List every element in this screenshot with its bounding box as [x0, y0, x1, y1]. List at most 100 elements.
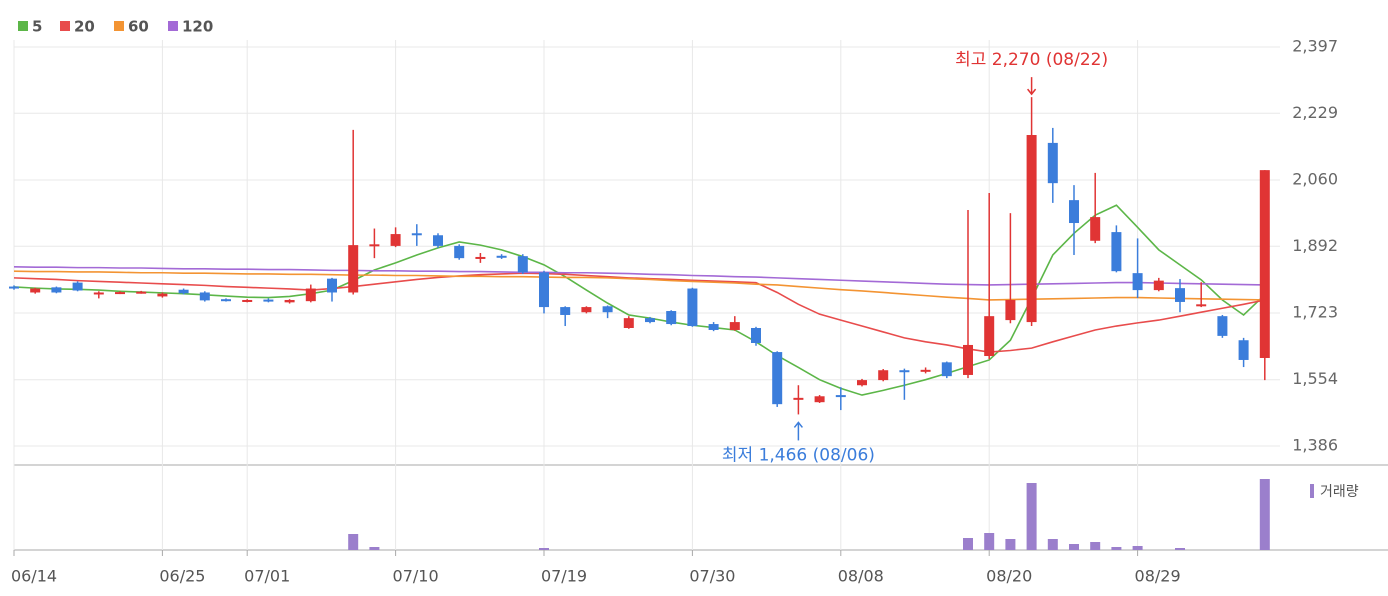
volume-bar — [984, 533, 995, 550]
candle-body — [51, 287, 62, 293]
legend-swatch — [60, 21, 70, 31]
candle-body — [581, 307, 592, 313]
candle-body — [496, 255, 507, 258]
candle-body — [984, 316, 995, 357]
candle-body — [72, 282, 83, 291]
y-tick-label: 2,397 — [1292, 37, 1338, 56]
candle-body — [1047, 142, 1058, 184]
candle-body — [1005, 299, 1016, 321]
legend-label: 20 — [74, 18, 95, 36]
x-tick-label: 06/25 — [159, 567, 205, 586]
annotation-label: 최저 1,466 (08/06) — [722, 445, 875, 465]
volume-bar — [1047, 539, 1058, 550]
ma-line — [13, 270, 1265, 301]
annotation-label: 최고 2,270 (08/22) — [955, 50, 1108, 70]
candle-body — [963, 344, 973, 375]
volume-bar — [1259, 479, 1270, 550]
candle-body — [1153, 280, 1164, 291]
candle-body — [1111, 232, 1122, 272]
candle-body — [1069, 200, 1079, 224]
volume-bar — [1026, 483, 1037, 550]
candle-body — [157, 293, 168, 297]
candle-body — [199, 292, 210, 301]
candle-body — [1090, 217, 1101, 241]
candle-body — [623, 318, 634, 328]
x-tick-label: 06/14 — [11, 567, 57, 586]
x-tick-label: 07/30 — [689, 567, 735, 586]
candle-body — [941, 362, 952, 377]
candle-body — [899, 370, 910, 373]
volume-bar — [369, 547, 380, 550]
volume-legend-label: 거래량 — [1320, 484, 1359, 500]
candle-body — [878, 370, 889, 381]
candle-body — [751, 327, 761, 343]
y-tick-label: 1,723 — [1292, 303, 1338, 322]
volume-bar — [348, 534, 359, 550]
x-tick-label: 07/01 — [244, 567, 290, 586]
arrow-head — [793, 421, 803, 428]
candle-body — [645, 318, 655, 323]
candle-body — [729, 322, 740, 330]
candle-body — [390, 234, 401, 246]
volume-bar — [1175, 548, 1185, 550]
candle-body — [517, 256, 528, 273]
candle-body — [136, 291, 147, 294]
legend-label: 60 — [128, 18, 149, 36]
volume-bar — [1005, 539, 1016, 550]
candle-body — [433, 235, 443, 246]
volume-legend-swatch — [1310, 484, 1314, 498]
candle-body — [1026, 135, 1037, 323]
candle-body — [93, 292, 104, 295]
candle-body — [793, 397, 804, 400]
candle-body — [30, 288, 41, 293]
volume-bar — [1090, 542, 1101, 550]
candle-body — [305, 288, 316, 302]
candle-body — [411, 233, 422, 236]
legend-label: 120 — [182, 18, 213, 36]
candle-body — [560, 307, 571, 315]
candle-body — [1132, 273, 1143, 291]
volume-bar — [1132, 546, 1143, 550]
y-tick-label: 1,892 — [1292, 236, 1338, 255]
legend-swatch — [168, 21, 178, 31]
x-tick-label: 08/08 — [838, 567, 884, 586]
y-tick-label: 1,386 — [1292, 436, 1338, 455]
volume-bar — [963, 538, 973, 550]
volume-bar — [539, 548, 549, 550]
candle-body — [369, 244, 380, 247]
grid: 2,397 2,229 2,060 1,892 1,723 1,554 1,386 06/14… — [11, 37, 1338, 586]
candle-body — [263, 299, 274, 302]
legend-label: 5 — [32, 18, 42, 36]
candle-body — [454, 245, 465, 259]
y-tick-label: 2,229 — [1292, 103, 1338, 122]
candle-body — [327, 278, 337, 293]
candle-body — [115, 292, 125, 295]
candle-body — [708, 324, 719, 330]
volume-bar — [1069, 544, 1079, 550]
x-tick-label: 07/10 — [393, 567, 439, 586]
plot: 최고 2,270 (08/22) 최저 1,466 (08/06) — [9, 50, 1270, 550]
candle-body — [1196, 304, 1207, 307]
candle-body — [1217, 316, 1228, 336]
candle-body — [602, 306, 613, 313]
y-tick-label: 2,060 — [1292, 170, 1338, 189]
x-tick-label: 08/29 — [1135, 567, 1181, 586]
candle-body — [857, 380, 867, 386]
candle-body — [1259, 170, 1270, 358]
legend-swatch — [18, 21, 28, 31]
ma-line — [13, 266, 1265, 286]
candle-body — [1175, 288, 1185, 302]
candle-body — [920, 369, 931, 372]
candle-body — [242, 299, 253, 302]
candle-body — [539, 272, 549, 308]
candle-body — [814, 396, 825, 403]
ma-line — [13, 204, 1266, 396]
candle-body — [221, 299, 231, 302]
volume-bar — [1111, 547, 1122, 550]
candle-body — [835, 395, 846, 398]
candle-body — [284, 299, 295, 303]
x-tick-label: 07/19 — [541, 567, 587, 586]
candle-body — [1238, 340, 1249, 360]
candle-body — [687, 288, 698, 327]
legend: 거래량 5 20 60 120 — [18, 18, 1359, 500]
